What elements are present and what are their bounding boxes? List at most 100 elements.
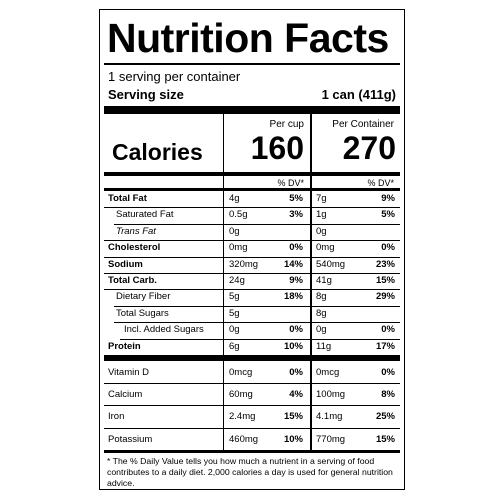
amount-per-container: 770mg — [316, 433, 346, 445]
dv-per-cup: 4% — [289, 389, 303, 401]
vitamin-row: Calcium 60mg 4% 100mg 8% — [104, 383, 400, 405]
row-divider — [104, 289, 400, 291]
nutrient-name: Total Fat — [108, 193, 147, 204]
row-divider — [114, 322, 400, 324]
row-divider — [104, 405, 400, 407]
row-divider — [114, 305, 400, 307]
dv-per-cup: 9% — [289, 275, 303, 286]
divider — [104, 450, 400, 453]
dv-per-cup: 10% — [283, 433, 303, 445]
amount-per-cup: 0g — [229, 324, 240, 336]
nutrient-row: Cholesterol 0mg 0% 0mg 0% — [104, 240, 400, 256]
amount-per-container: 11g — [316, 340, 332, 352]
amount-per-container: 0mcg — [316, 367, 340, 378]
dv-per-container: 9% — [381, 193, 395, 204]
serving-size-label: Serving size — [108, 87, 184, 102]
column-divider — [310, 361, 312, 450]
dv-header-cup: % DV* — [277, 178, 304, 188]
row-divider — [104, 273, 400, 274]
dv-per-container: 15% — [375, 275, 395, 286]
dv-header-container: % DV* — [367, 178, 394, 188]
dv-per-cup: 0% — [289, 242, 303, 254]
nutrient-name: Potassium — [108, 433, 153, 445]
row-divider — [104, 207, 400, 209]
amount-per-container: 0g — [316, 225, 327, 237]
thick-divider — [104, 172, 400, 176]
nutrient-row: Sodium 320mg 14% 540mg 23% — [104, 257, 400, 273]
amount-per-cup: 0mg — [229, 242, 248, 254]
divider — [104, 63, 400, 65]
amount-per-cup: 6g — [229, 340, 240, 352]
dv-per-cup: 0% — [289, 367, 303, 378]
nutrient-row: Total Sugars 5g 8g — [104, 306, 400, 322]
row-divider — [120, 338, 400, 340]
nutrient-name: Protein — [108, 340, 141, 352]
dv-per-container: 0% — [381, 324, 395, 336]
amount-per-container: 100mg — [316, 389, 346, 401]
nutrient-row: Total Carb. 24g 9% 41g 15% — [104, 273, 400, 289]
amount-per-cup: 5g — [229, 307, 240, 319]
nutrition-facts-label: Nutrition Facts 1 serving per container … — [99, 9, 405, 490]
calories-per-container: 270 — [342, 130, 396, 166]
nutrient-row: Total Fat 4g 5% 7g 9% — [104, 191, 400, 207]
nutrient-row: Trans Fat 0g 0g — [104, 224, 400, 240]
dv-per-cup: 0% — [289, 324, 303, 336]
amount-per-container: 0mg — [316, 242, 335, 254]
amount-per-cup: 320mg — [229, 258, 259, 270]
dv-per-cup: 5% — [289, 193, 303, 204]
per-cup-header: Per cup — [269, 119, 304, 130]
vitamin-row: Iron 2.4mg 15% 4.1mg 25% — [104, 405, 400, 427]
dv-per-cup: 3% — [289, 209, 303, 221]
dv-per-container: 0% — [381, 367, 395, 378]
calories-label: Calories — [112, 139, 203, 165]
dv-per-cup: 10% — [283, 340, 303, 352]
dv-per-cup: 15% — [283, 411, 303, 423]
dv-per-container: 25% — [375, 411, 395, 423]
label-title: Nutrition Facts — [107, 15, 389, 61]
dv-per-container: 5% — [381, 209, 395, 221]
row-divider — [104, 427, 400, 429]
amount-per-container: 8g — [316, 307, 327, 319]
amount-per-container: 4.1mg — [316, 411, 343, 423]
nutrient-name: Total Carb. — [108, 275, 157, 286]
dv-per-cup: 18% — [283, 291, 303, 303]
nutrient-name: Iron — [108, 411, 125, 423]
column-divider — [310, 114, 312, 359]
amount-per-cup: 0.5g — [229, 209, 248, 221]
row-divider — [114, 223, 400, 225]
servings-per-container: 1 serving per container — [108, 69, 241, 84]
amount-per-container: 1g — [316, 209, 327, 221]
nutrient-row: Dietary Fiber 5g 18% 8g 29% — [104, 289, 400, 305]
footnote: * The % Daily Value tells you how much a… — [107, 456, 393, 488]
amount-per-cup: 4g — [229, 193, 240, 204]
dv-per-cup: 14% — [283, 258, 303, 270]
calories-per-cup: 160 — [250, 130, 304, 166]
amount-per-cup: 2.4mg — [229, 411, 256, 423]
nutrient-name: Cholesterol — [108, 242, 161, 254]
amount-per-cup: 460mg — [229, 433, 259, 445]
vitamin-row: Potassium 460mg 10% 770mg 15% — [104, 428, 400, 450]
column-divider — [223, 114, 224, 373]
nutrient-row: Protein 6g 10% 11g 17% — [104, 339, 400, 355]
nutrient-name: Sodium — [108, 258, 143, 270]
amount-per-cup: 0mcg — [229, 367, 253, 378]
thick-divider — [104, 355, 400, 361]
amount-per-cup: 24g — [229, 275, 245, 286]
dv-per-container: 17% — [375, 340, 395, 352]
amount-per-cup: 5g — [229, 291, 240, 303]
vitamin-row: Vitamin D 0mcg 0% 0mcg 0% — [104, 361, 400, 383]
nutrient-name: Total Sugars — [116, 307, 169, 319]
amount-per-container: 8g — [316, 291, 327, 303]
nutrient-name: Incl. Added Sugars — [124, 324, 204, 336]
row-divider — [104, 240, 400, 242]
nutrient-name: Saturated Fat — [116, 209, 174, 221]
per-container-header: Per Container — [332, 119, 394, 130]
amount-per-container: 540mg — [316, 258, 346, 270]
row-divider — [104, 256, 400, 258]
column-divider — [223, 361, 224, 450]
nutrient-name: Trans Fat — [116, 225, 156, 237]
amount-per-cup: 60mg — [229, 389, 253, 401]
nutrient-row: Saturated Fat 0.5g 3% 1g 5% — [104, 207, 400, 223]
amount-per-container: 41g — [316, 275, 332, 286]
dv-per-container: 8% — [381, 389, 395, 401]
